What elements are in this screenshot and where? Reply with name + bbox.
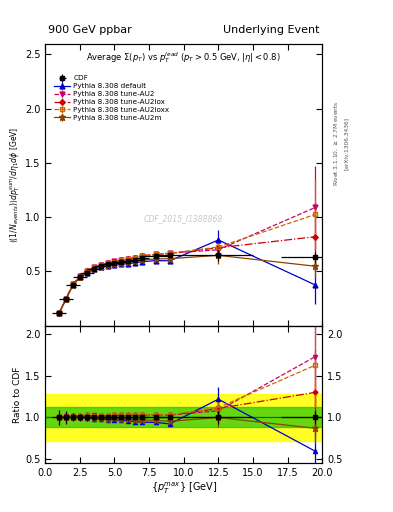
- Text: 900 GeV ppbar: 900 GeV ppbar: [48, 25, 132, 35]
- Text: Underlying Event: Underlying Event: [223, 25, 320, 35]
- Y-axis label: Ratio to CDF: Ratio to CDF: [13, 367, 22, 423]
- X-axis label: $\{p_T^{max}\}$ [GeV]: $\{p_T^{max}\}$ [GeV]: [151, 481, 217, 497]
- Legend: CDF, Pythia 8.308 default, Pythia 8.308 tune-AU2, Pythia 8.308 tune-AU2lox, Pyth: CDF, Pythia 8.308 default, Pythia 8.308 …: [51, 73, 172, 124]
- Bar: [45, 394, 322, 441]
- Bar: [45, 408, 322, 428]
- Text: CDF_2015_I1388868: CDF_2015_I1388868: [144, 214, 223, 223]
- Text: Rivet 3.1.10, $\geq$ 2.7M events: Rivet 3.1.10, $\geq$ 2.7M events: [332, 100, 340, 186]
- Text: Average $\Sigma(p_T)$ vs $p_T^{lead}$ ($p_T > 0.5$ GeV, $|\eta| < 0.8$): Average $\Sigma(p_T)$ vs $p_T^{lead}$ ($…: [86, 51, 281, 66]
- Text: [arXiv:1306.3436]: [arXiv:1306.3436]: [344, 117, 349, 170]
- Y-axis label: $\langle(1/N_{events})\rangle dp_T^{sum}/d\eta_1 d\phi$ [GeV]: $\langle(1/N_{events})\rangle dp_T^{sum}…: [9, 126, 22, 243]
